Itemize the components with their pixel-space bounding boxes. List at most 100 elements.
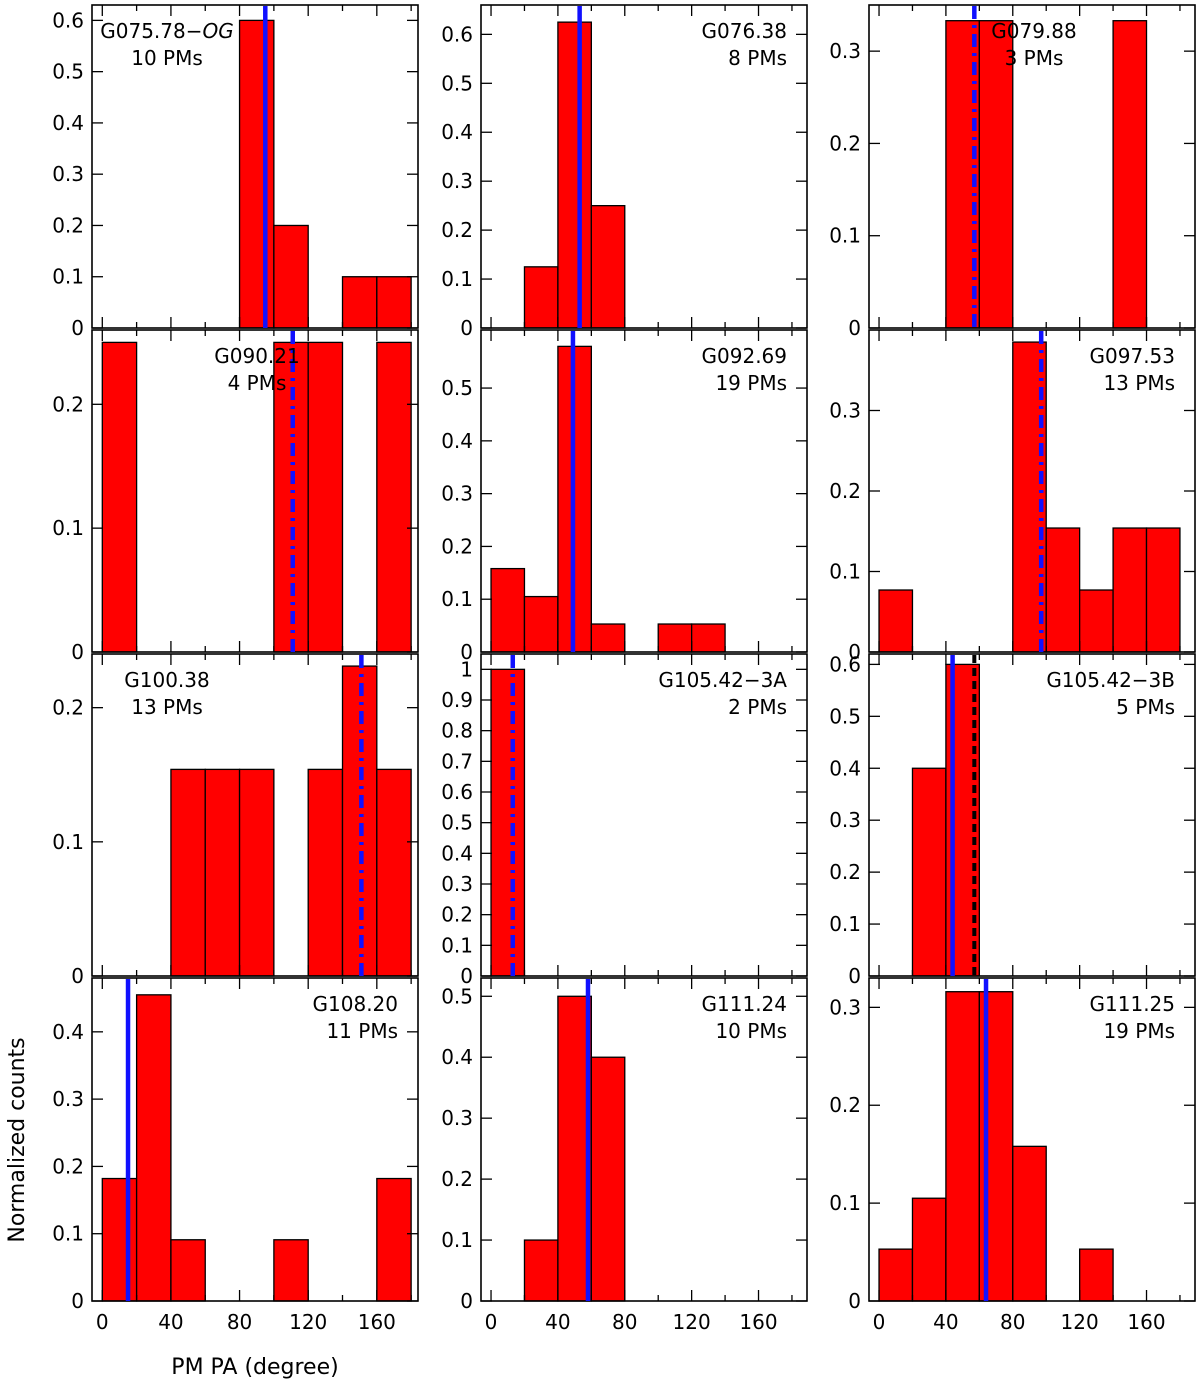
- y-tick-label: 0.1: [829, 224, 861, 248]
- bar-g075-78-og-80: [238, 19, 275, 329]
- bar-g111-25-120: [1078, 1248, 1114, 1302]
- y-tick-label: 0.3: [52, 162, 84, 186]
- bar-g076-38-40: [557, 21, 592, 329]
- y-tick-label: 0.1: [441, 933, 473, 957]
- panel-title-g108-20: G108.20: [313, 992, 398, 1016]
- y-tick-label: 0.1: [52, 830, 84, 854]
- panel-g108-20: 0 0.1 0.2 0.3 0.4 G108.20 11 PMs: [52, 977, 419, 1313]
- y-tick-label: 0: [460, 1289, 473, 1313]
- x-tick-label: 160: [739, 1310, 777, 1334]
- panel-title-g079-88: G079.88: [991, 19, 1076, 43]
- y-tick-label: 0: [71, 316, 84, 340]
- bar-g100-38-60: [204, 768, 241, 977]
- panel-count-g100-38: 13 PMs: [131, 695, 203, 719]
- bar-g111-24-60: [590, 1056, 626, 1302]
- y-tick-label: 0.3: [829, 995, 861, 1019]
- x-tick-label: 120: [289, 1310, 327, 1334]
- y-tick-label: 0.4: [441, 1045, 473, 1069]
- bar-g108-20-20: [135, 994, 172, 1302]
- bar-g111-25-40: [945, 991, 980, 1302]
- panel-g090-21: 0 0.1 0.2 G090.21 4 PMs: [52, 329, 419, 664]
- x-tick-label: 160: [1127, 1310, 1165, 1334]
- y-tick-label: 0: [460, 316, 473, 340]
- frame-g105-42-3b: [868, 653, 1196, 977]
- bar-g100-38-120: [307, 768, 344, 977]
- panel-count-g108-20: 11 PMs: [326, 1019, 398, 1043]
- y-tick-label: 0.4: [829, 756, 861, 780]
- panel-g097-53: 0 0.1 0.2 0.3 G097.53 13 PMs: [829, 329, 1196, 664]
- y-tick-label: 0.2: [52, 392, 84, 416]
- y-tick-label: 0.7: [441, 749, 473, 773]
- y-tick-label: 0.1: [52, 1222, 84, 1246]
- y-tick-label: 0.5: [441, 811, 473, 835]
- frame-g111-24: [480, 977, 808, 1302]
- panel-count-g075-78-og: 10 PMs: [131, 46, 203, 70]
- y-tick-label: 0.5: [441, 376, 473, 400]
- y-tick-label: 0.5: [52, 60, 84, 84]
- bar-g090-21-0: [101, 341, 138, 653]
- panel-title-g105-42-3b: G105.42−3B: [1046, 668, 1175, 692]
- bar-g075-78-og-100: [273, 224, 309, 329]
- frame-g111-25: [868, 977, 1196, 1302]
- y-tick-label: 0.5: [441, 71, 473, 95]
- bar-g092-69-100: [657, 623, 693, 653]
- panel-title-g097-53: G097.53: [1090, 344, 1175, 368]
- y-tick-label: 0.6: [441, 780, 473, 804]
- bar-g090-21-160: [376, 341, 412, 653]
- bar-g111-25-80: [1012, 1145, 1047, 1302]
- frame-g092-69: [480, 329, 808, 653]
- y-tick-label: 0.1: [441, 587, 473, 611]
- frame-g079-88: [868, 4, 1196, 329]
- bar-g097-53-160: [1145, 527, 1181, 653]
- y-tick-label: 0.1: [52, 516, 84, 540]
- y-tick-label: 0.6: [441, 22, 473, 46]
- y-tick-label: 0.5: [441, 984, 473, 1008]
- x-tick-label: 80: [1000, 1310, 1025, 1334]
- y-tick-label: 0.1: [441, 1228, 473, 1252]
- y-tick-label: 0.2: [829, 1093, 861, 1117]
- panel-g079-88: 0 0.1 0.2 0.3 G079.88 3 PMs: [829, 4, 1196, 340]
- y-tick-label: 0: [848, 964, 861, 988]
- y-tick-label: 0: [848, 640, 861, 664]
- y-tick-label: 0.2: [441, 903, 473, 927]
- y-tick-label: 0.4: [441, 120, 473, 144]
- panel-g111-24: 0 0.1 0.2 0.3 0.4 0.5 G111.24 10 PMs: [441, 977, 808, 1313]
- x-tick-label: 40: [158, 1310, 183, 1334]
- y-tick-label: 0.6: [829, 652, 861, 676]
- bar-g092-69-120: [690, 623, 726, 653]
- panel-title-g100-38: G100.38: [124, 668, 209, 692]
- panel-count-g105-42-3b: 5 PMs: [1116, 695, 1175, 719]
- y-tick-label: 0.2: [441, 534, 473, 558]
- y-tick-label: 0: [460, 640, 473, 664]
- y-tick-label: 0.5: [829, 704, 861, 728]
- x-tick-labels-group: 0 40 80 120 160 0 40 80 120 160 0 40 80 120 160: [96, 1310, 1166, 1334]
- y-tick-label: 0.3: [441, 169, 473, 193]
- bar-g097-53-140: [1112, 527, 1148, 653]
- x-tick-label: 0: [96, 1310, 109, 1334]
- panel-g111-25: 0 0.1 0.2 0.3 G111.25 19 PMs: [829, 977, 1196, 1313]
- y-tick-label: 0: [71, 640, 84, 664]
- y-axis-title: Normalized counts: [5, 1037, 30, 1242]
- panel-title-g076-38: G076.38: [702, 19, 787, 43]
- y-tick-label: 0.4: [441, 841, 473, 865]
- panel-count-g111-24: 10 PMs: [715, 1019, 787, 1043]
- bar-g075-78-og-140: [341, 276, 378, 329]
- y-tick-label: 0: [460, 964, 473, 988]
- y-tick-label: 0.4: [441, 429, 473, 453]
- x-tick-label: 0: [873, 1310, 886, 1334]
- bar-g092-69-0: [490, 567, 526, 653]
- y-tick-label: 0.3: [441, 482, 473, 506]
- panel-count-g097-53: 13 PMs: [1103, 371, 1175, 395]
- y-tick-label: 0.2: [52, 696, 84, 720]
- bar-g079-88-60: [978, 20, 1014, 329]
- panel-title-g105-42-3a: G105.42−3A: [658, 668, 787, 692]
- panel-title-g092-69: G092.69: [702, 344, 787, 368]
- bar-g092-69-20: [523, 595, 559, 653]
- x-axis-title: PM PA (degree): [171, 1355, 338, 1380]
- bar-g075-78-og-160: [376, 276, 412, 329]
- bar-g076-38-60: [590, 205, 626, 329]
- panel-count-g076-38: 8 PMs: [728, 46, 787, 70]
- panel-g076-38: 0 0.1 0.2 0.3 0.4 0.5 0.6 G076.38 8 PMs: [441, 4, 808, 340]
- y-tick-label: 0.2: [52, 213, 84, 237]
